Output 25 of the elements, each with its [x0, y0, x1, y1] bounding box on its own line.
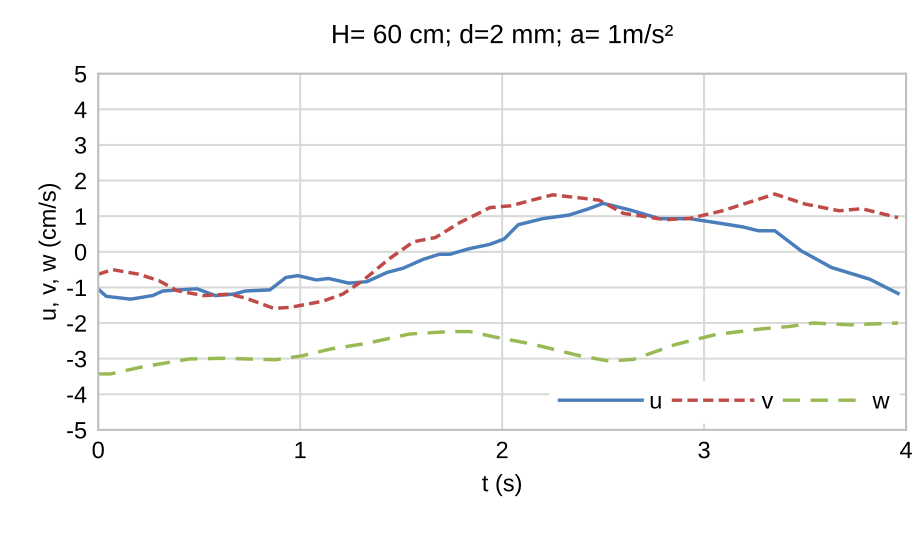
y-tick-label: 2	[75, 172, 86, 190]
x-tick-label: 0	[92, 442, 104, 458]
y-tick-label: -4	[67, 386, 86, 403]
line-series	[98, 192, 900, 310]
line-series	[98, 321, 900, 376]
y-tick-label: -3	[67, 350, 86, 368]
y-tick-label: 5	[74, 66, 86, 82]
legend-label: v	[762, 396, 774, 408]
y-tick-label: 0	[74, 244, 86, 261]
y-tick-label: -1	[67, 280, 86, 296]
chart-title: H= 60 cm; d=2 mm; a= 1m/s²	[333, 24, 673, 47]
x-tick-label: 3	[698, 442, 710, 458]
x-tick-label: 1	[295, 442, 306, 458]
x-tick-label: 2	[496, 442, 508, 458]
y-tick-label: 1	[76, 208, 86, 225]
line-series	[98, 202, 900, 301]
y-tick-label: 4	[74, 102, 86, 118]
x-axis-title: t (s)	[482, 474, 522, 496]
legend-label: w	[872, 396, 890, 408]
y-axis-title: u, v, w (cm/s)	[38, 184, 61, 320]
legend-label: u	[650, 396, 661, 409]
x-tick-label: 4	[900, 442, 912, 458]
y-tick-label: -5	[67, 422, 86, 439]
y-tick-label: 3	[74, 136, 86, 154]
y-tick-label: -2	[67, 315, 86, 332]
